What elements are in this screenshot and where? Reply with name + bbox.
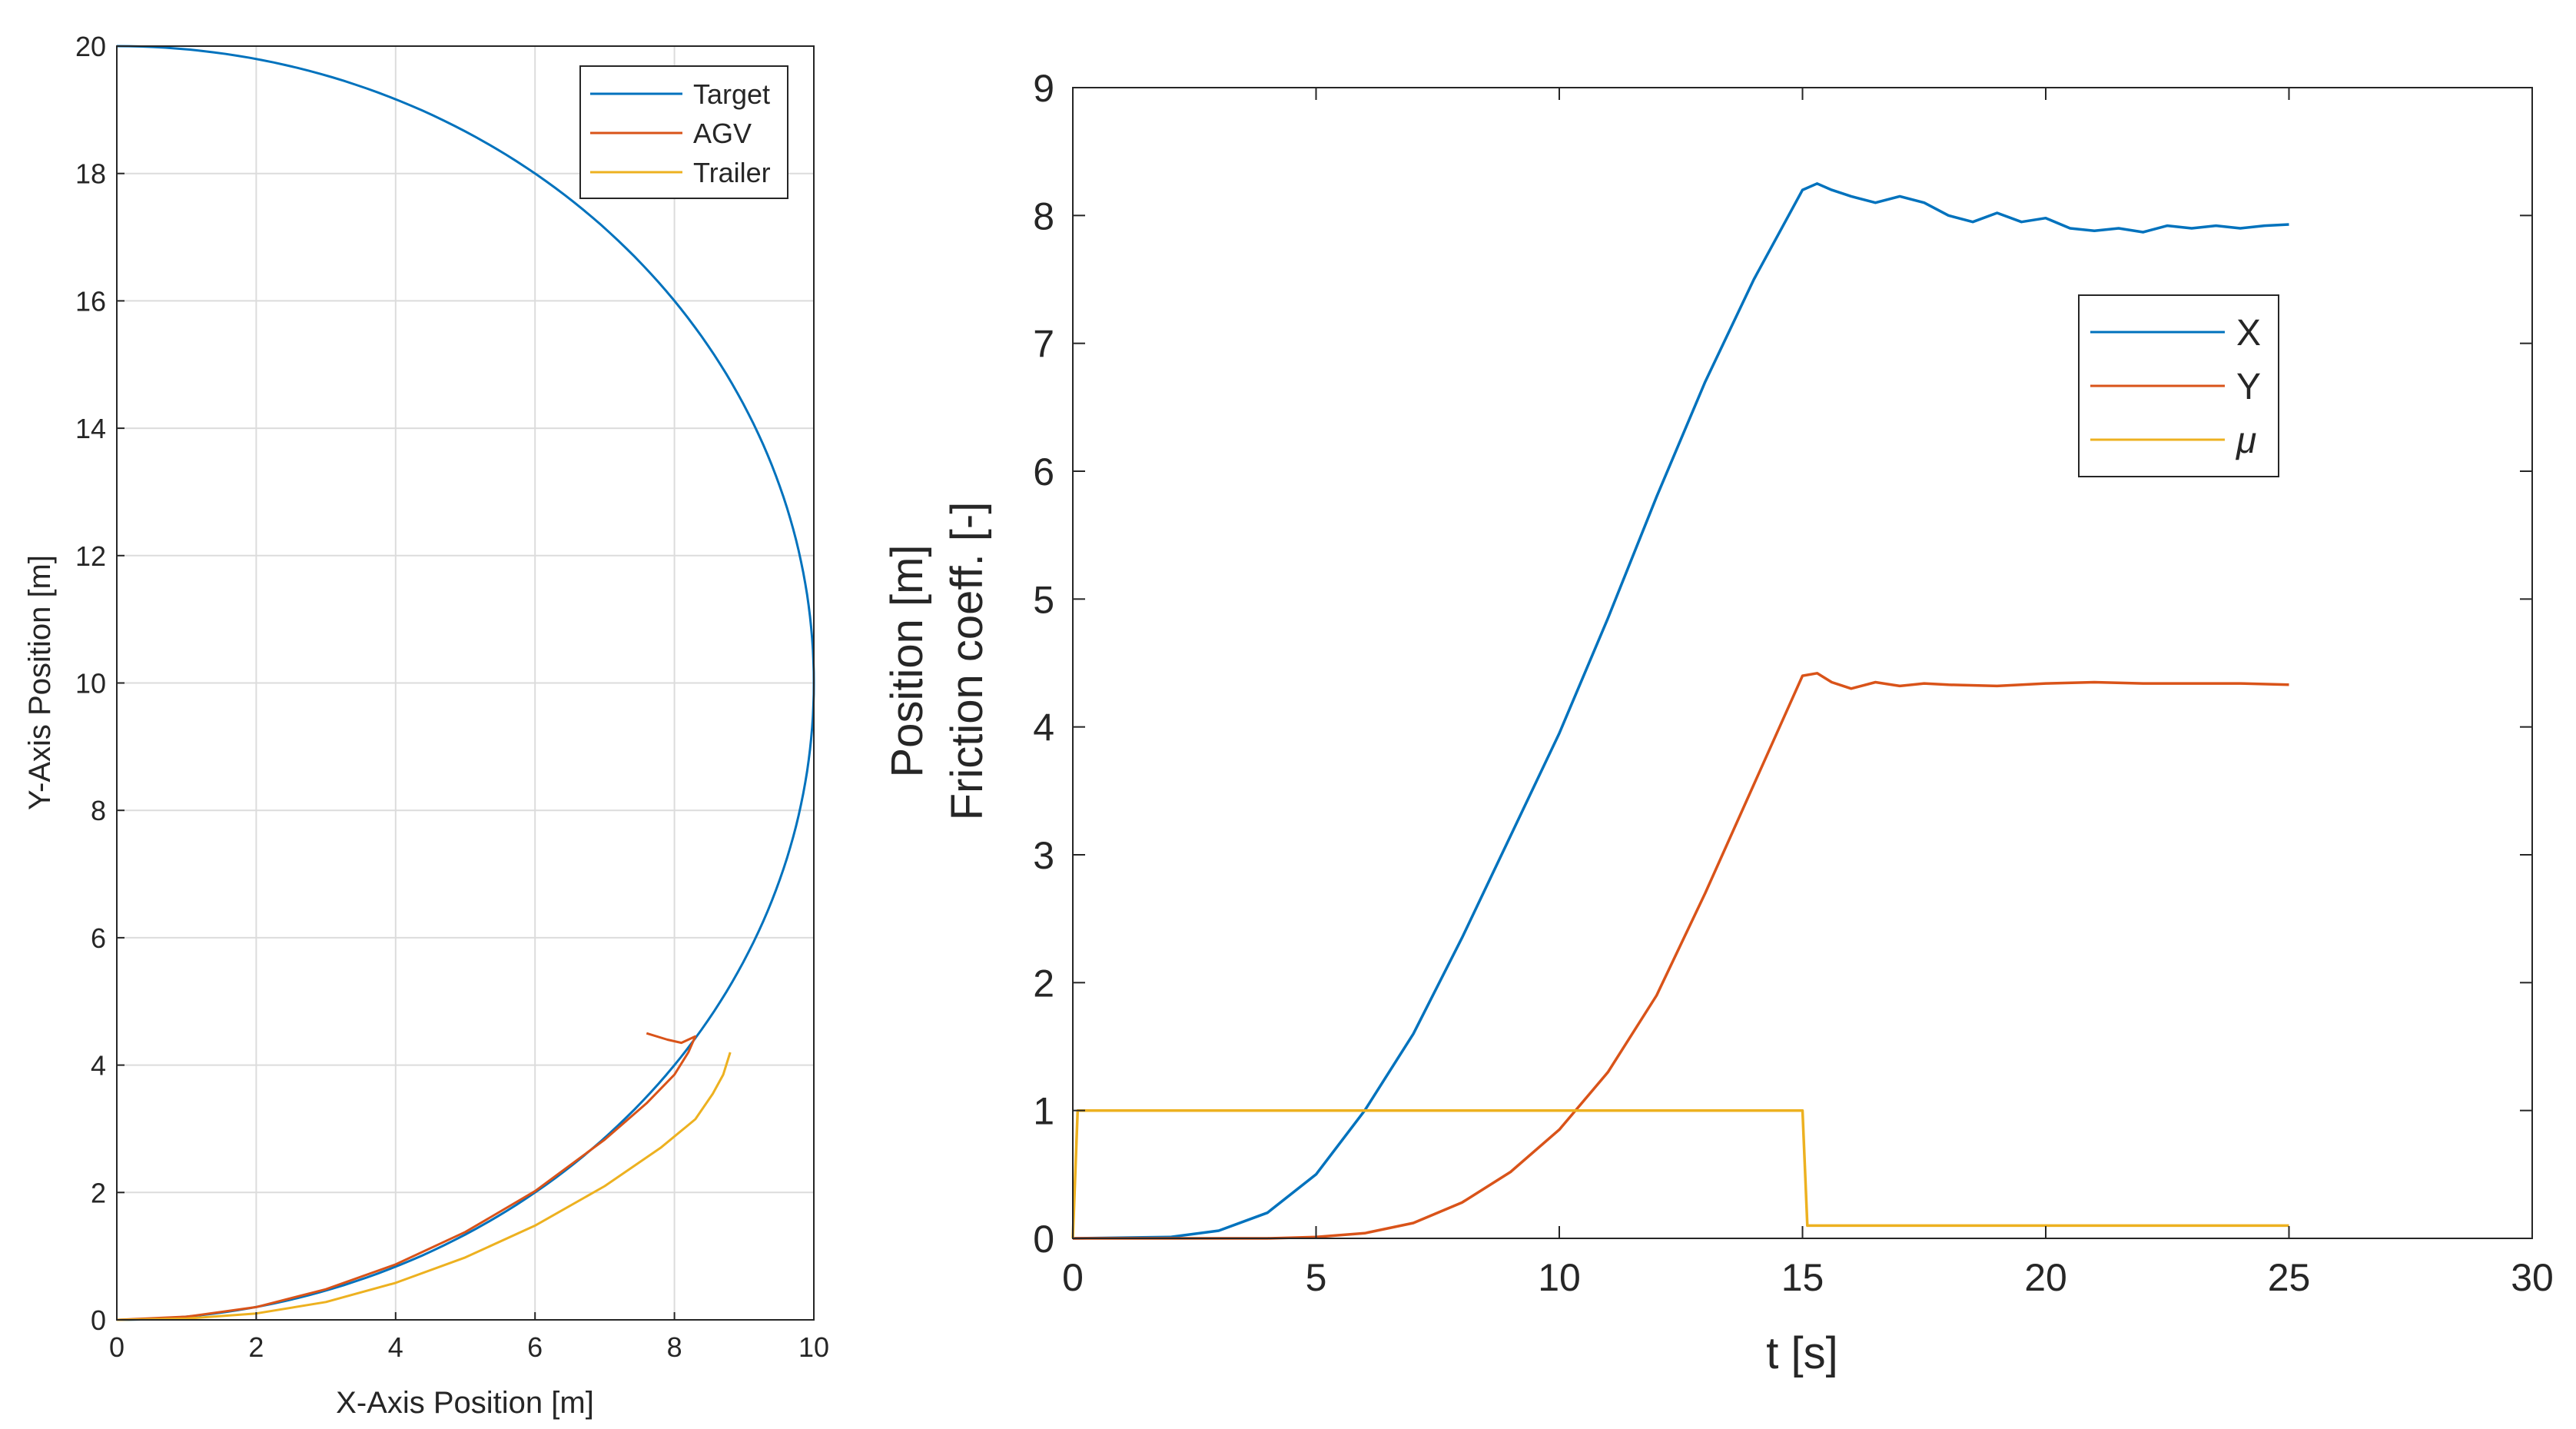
left-y-tick-label: 12: [75, 540, 106, 572]
right-y-tick-label: 0: [1033, 1218, 1054, 1261]
legend-label-target: Target: [693, 78, 770, 110]
series-line-mu: [1071, 1108, 2289, 1239]
right-ticks: 0 5 10 15 20 25 30 0 1 2 3 4 5 6 7 8 9: [1033, 67, 2554, 1299]
left-x-tick-label: 0: [109, 1331, 124, 1363]
right-y-tick-label: 8: [1033, 194, 1054, 238]
left-x-tick-label: 10: [798, 1331, 829, 1363]
legend-label-agv: AGV: [693, 118, 752, 149]
right-x-tick-label: 10: [1538, 1256, 1581, 1299]
right-y-tick-label: 4: [1033, 706, 1054, 749]
left-x-tick-label: 2: [248, 1331, 264, 1363]
left-y-tick-label: 4: [91, 1050, 106, 1082]
right-legend: X Y μ: [2078, 294, 2279, 477]
right-plot-area: [1073, 88, 2532, 1238]
right-y-tick-label: 1: [1033, 1090, 1054, 1133]
left-x-tick-label: 6: [527, 1331, 543, 1363]
right-x-tick-label: 0: [1062, 1256, 1084, 1299]
series-line-x: [1072, 182, 2289, 1240]
left-y-tick-label: 18: [75, 158, 106, 190]
right-x-tick-label: 20: [2024, 1256, 2067, 1299]
left-y-axis-label: Y-Axis Position [m]: [23, 555, 57, 810]
left-y-tick-label: 6: [91, 922, 106, 954]
left-y-tick-label: 0: [91, 1304, 106, 1336]
right-y-tick-label: 5: [1033, 578, 1054, 621]
legend-label-trailer: Trailer: [693, 157, 771, 188]
right-y-tick-label: 2: [1033, 962, 1054, 1005]
time-series-chart: 0 5 10 15 20 25 30 0 1 2 3 4 5 6 7 8 9 t [s] Position [m…: [882, 67, 2554, 1378]
right-x-tick-label: 25: [2268, 1256, 2311, 1299]
right-y-axis-label-friction: Friction coeff. [-]: [942, 502, 992, 821]
left-ticks: 0 2 4 6 8 10 0 2 4 6 8 10 12 14 16 18 20: [75, 31, 829, 1363]
right-x-axis-label: t [s]: [1766, 1328, 1837, 1378]
left-y-tick-label: 8: [91, 795, 106, 826]
left-y-tick-label: 20: [75, 31, 106, 62]
series-line-agv: [116, 1032, 697, 1321]
right-y-tick-label: 6: [1033, 450, 1054, 494]
right-y-axis-label-position: Position [m]: [882, 545, 932, 778]
right-x-tick-label: 5: [1306, 1256, 1327, 1299]
left-legend: Target AGV Trailer: [579, 65, 788, 199]
left-x-tick-label: 8: [667, 1331, 682, 1363]
right-x-tick-label: 30: [2511, 1256, 2554, 1299]
left-grid: [116, 45, 815, 1321]
right-y-tick-label: 7: [1033, 323, 1054, 366]
series-line-y: [1073, 672, 2289, 1240]
right-x-tick-label: 15: [1781, 1256, 1824, 1299]
left-y-tick-label: 14: [75, 413, 106, 444]
legend-label-y: Y: [2236, 367, 2261, 407]
left-y-tick-label: 16: [75, 285, 106, 317]
legend-label-x: X: [2236, 313, 2261, 354]
trajectory-chart: 0 2 4 6 8 10 0 2 4 6 8 10 12 14 16 18 20 X-Axis Position…: [23, 31, 829, 1420]
right-y-tick-label: 3: [1033, 834, 1054, 877]
left-x-axis-label: X-Axis Position [m]: [336, 1386, 594, 1420]
right-series: [1071, 182, 2289, 1240]
legend-label-mu: μ: [2235, 420, 2256, 461]
right-y-tick-label: 9: [1033, 67, 1054, 110]
left-y-tick-label: 10: [75, 668, 106, 700]
left-y-tick-label: 2: [91, 1177, 106, 1208]
left-x-tick-label: 4: [388, 1331, 403, 1363]
